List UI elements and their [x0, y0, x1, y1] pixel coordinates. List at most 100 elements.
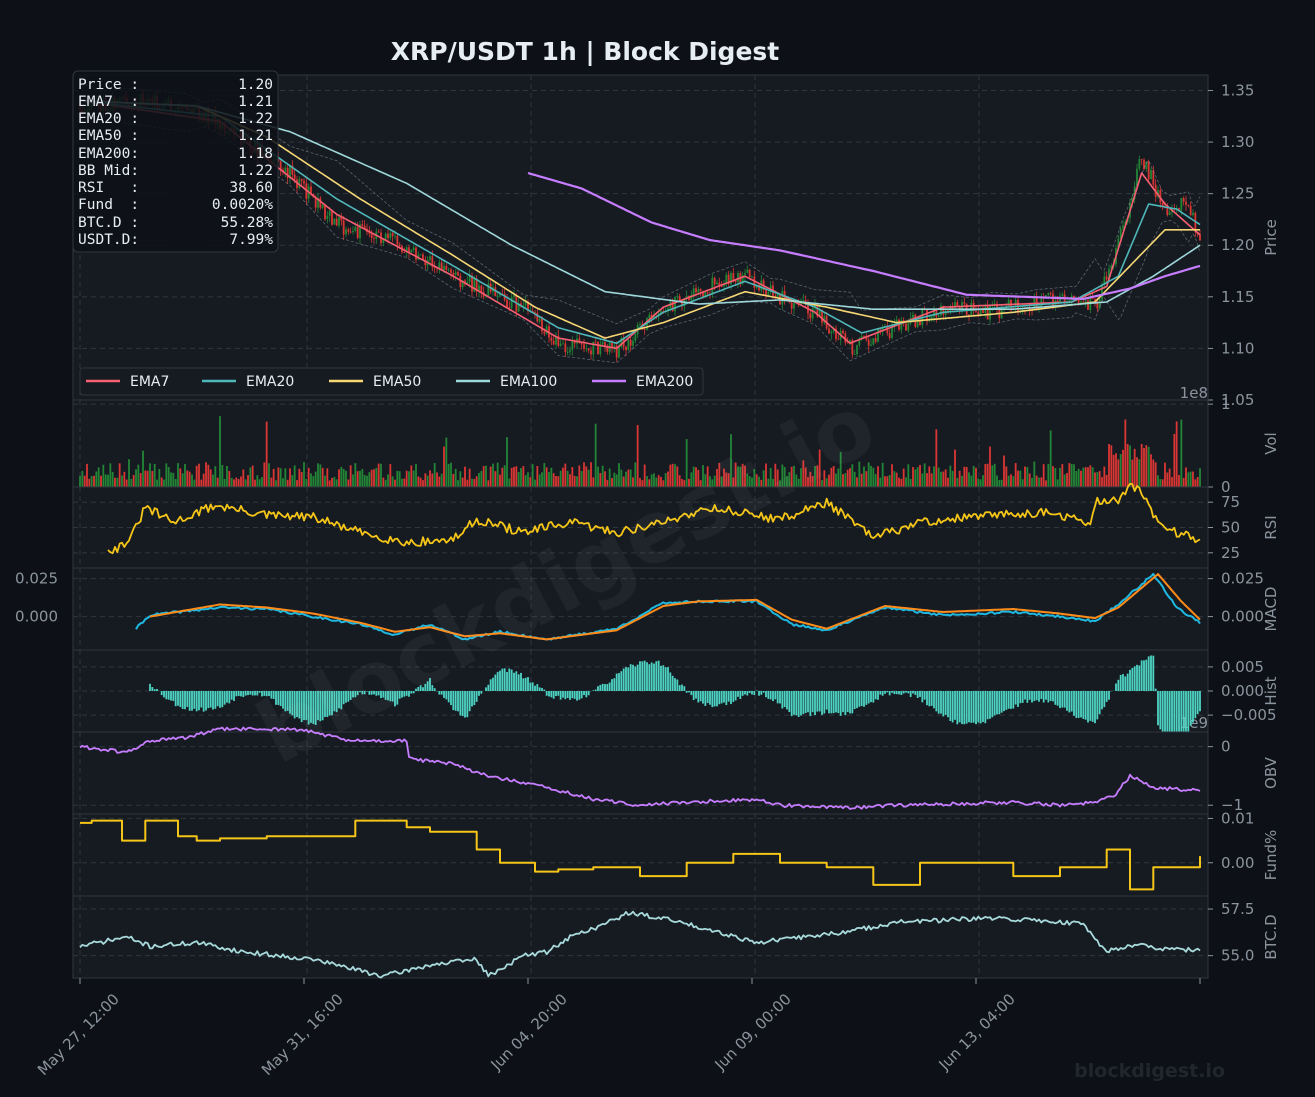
volume-bar	[545, 467, 548, 487]
volume-bar	[755, 474, 758, 487]
candle-body	[937, 315, 940, 317]
volume-bar	[492, 463, 494, 487]
volume-bar	[893, 471, 896, 487]
volume-bar	[669, 464, 672, 487]
hist-bar	[261, 691, 263, 697]
hist-bar	[783, 691, 786, 708]
candle-body	[445, 265, 448, 270]
volume-bar	[991, 465, 994, 487]
candle-body	[597, 342, 599, 355]
volume-bar	[522, 466, 525, 487]
hist-bar	[664, 667, 667, 691]
candle-body	[424, 259, 427, 266]
volume-bar	[326, 468, 329, 487]
volume-bar	[167, 467, 170, 487]
volume-bar	[837, 468, 840, 487]
volume-bar	[641, 480, 644, 487]
volume-bar	[396, 470, 399, 487]
volume-bar	[1068, 463, 1071, 487]
volume-bar	[195, 465, 198, 487]
hist-bar	[760, 691, 763, 695]
volume-bar	[650, 474, 653, 487]
hist-bar	[515, 671, 518, 691]
hist-bar	[655, 661, 658, 691]
volume-bar	[881, 462, 884, 487]
volume-bar	[426, 475, 429, 487]
candle-body	[412, 247, 415, 251]
hist-bar	[727, 691, 730, 702]
volume-bar	[944, 469, 947, 487]
hist-bar	[1105, 691, 1108, 702]
hist-bar	[942, 691, 945, 717]
volume-bar	[711, 479, 714, 487]
volume-bar	[436, 472, 438, 487]
volume-bar	[900, 478, 903, 487]
volume-bar	[452, 473, 455, 487]
candle-body	[942, 305, 945, 315]
hist-bar	[195, 691, 198, 712]
volume-bar	[459, 471, 462, 487]
hist-bar	[548, 691, 550, 697]
volume-bar	[741, 463, 744, 487]
candle-body	[1091, 297, 1094, 299]
candle-body	[517, 303, 520, 312]
volume-bar	[961, 475, 963, 487]
hist-bar	[839, 691, 842, 716]
candle-body	[748, 269, 751, 278]
ylabel-macd: MACD	[1262, 587, 1280, 632]
volume-bar	[660, 476, 662, 487]
volume-bar	[1182, 477, 1185, 487]
hist-bar	[585, 691, 588, 698]
hist-bar	[375, 691, 378, 696]
volume-bar	[951, 470, 954, 487]
hist-bar	[1119, 674, 1122, 691]
hist-bar	[545, 691, 548, 696]
volume-bar	[100, 475, 102, 487]
volume-bar	[1147, 446, 1150, 487]
candle-body	[314, 197, 317, 208]
hist-bar	[1126, 673, 1129, 691]
volume-bar	[1152, 459, 1155, 487]
volume-bar	[643, 464, 646, 487]
candle-body	[473, 278, 476, 292]
hist-bar	[1070, 691, 1073, 712]
volume-bar	[366, 475, 368, 487]
hist-bar	[625, 667, 627, 691]
hist-bar	[443, 691, 445, 698]
volume-bar	[95, 471, 98, 487]
hist-bar	[1047, 691, 1050, 703]
volume-bar	[538, 474, 541, 487]
candle-body	[618, 346, 620, 358]
volume-bar	[790, 466, 793, 487]
volume-bar	[352, 474, 354, 487]
hist-bar	[401, 691, 403, 698]
hist-bar	[319, 691, 322, 722]
hist-bar	[699, 691, 702, 702]
volume-bar	[1178, 475, 1180, 487]
candle-body	[1147, 161, 1150, 180]
candle-body	[905, 323, 907, 331]
candle-body	[405, 247, 408, 253]
candle-body	[926, 309, 928, 322]
volume-bar	[627, 469, 630, 487]
candle-body	[1010, 299, 1012, 307]
candle-body	[345, 229, 347, 235]
hist-bar	[1073, 691, 1075, 716]
candle-body	[790, 302, 793, 309]
candle-body	[870, 344, 872, 346]
hist-bar	[382, 691, 385, 698]
volume-bar	[142, 450, 144, 487]
volume-bar	[1024, 466, 1026, 487]
candle-body	[361, 224, 364, 226]
volume-bar	[1012, 476, 1015, 487]
candle-body	[774, 295, 777, 297]
volume-bar	[902, 468, 905, 487]
volume-bar	[93, 475, 95, 487]
candle-body	[627, 339, 630, 351]
ytick-hist-2: 0.005	[1221, 658, 1264, 676]
candle-body	[662, 310, 665, 312]
volume-bar	[333, 476, 336, 487]
volume-bar	[415, 463, 417, 487]
candle-body	[1077, 299, 1080, 303]
hist-bar	[447, 691, 450, 703]
